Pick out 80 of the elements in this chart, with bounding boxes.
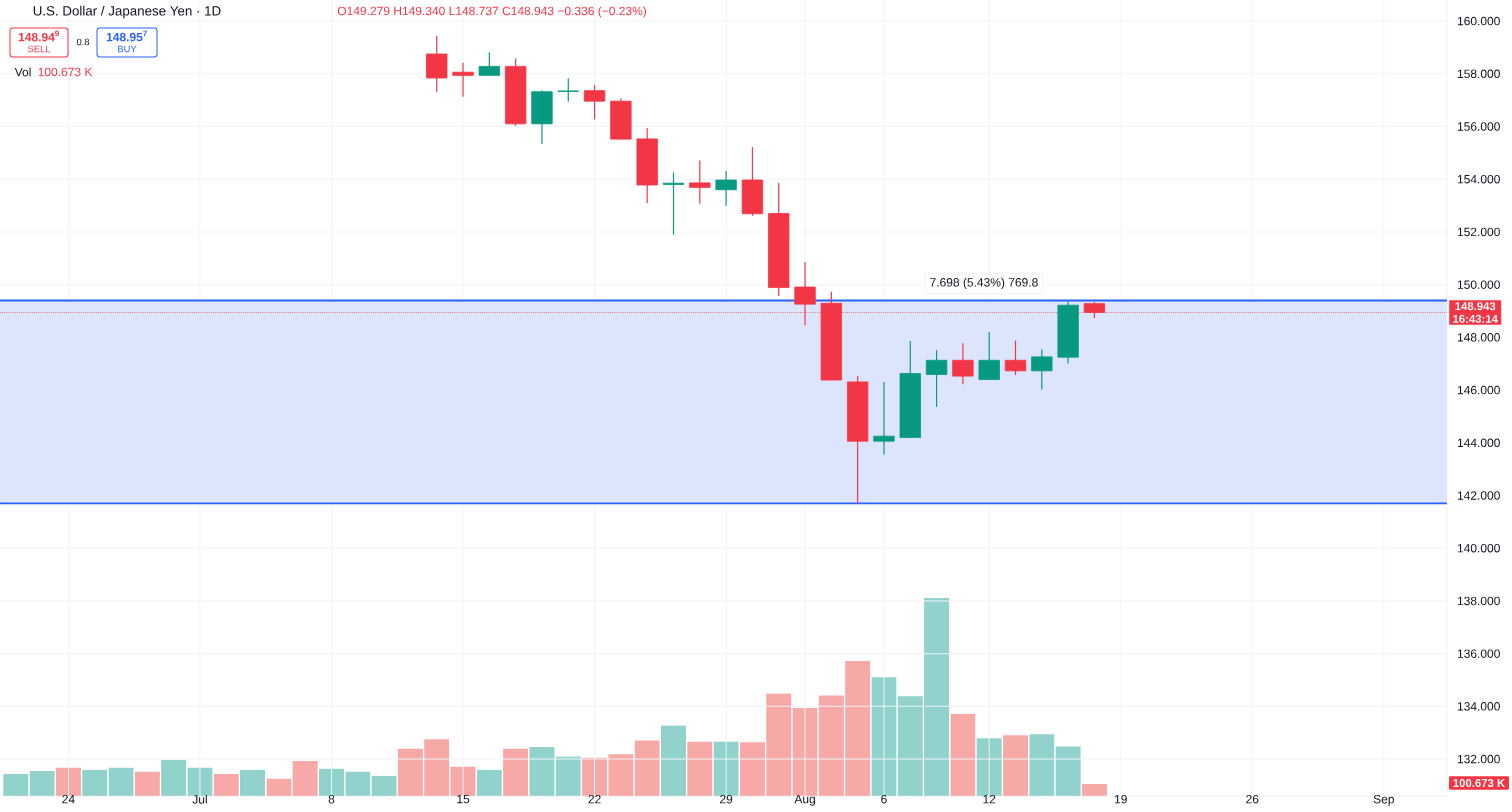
bar bbox=[3, 774, 29, 796]
x-tick-label: 22 bbox=[588, 794, 601, 804]
bar bbox=[476, 769, 502, 796]
bar bbox=[687, 741, 713, 796]
x-tick-label: 8 bbox=[328, 794, 335, 804]
y-tick-label: 144.000 bbox=[1457, 438, 1500, 448]
bar bbox=[319, 768, 344, 796]
candlestick bbox=[978, 331, 1000, 381]
bar bbox=[161, 759, 187, 796]
bar bbox=[292, 760, 318, 796]
annotation: 148.95$^{7}$ bbox=[106, 30, 147, 42]
bar bbox=[634, 740, 660, 796]
bar bbox=[1029, 734, 1055, 796]
annotation: BUY bbox=[118, 45, 137, 53]
bar bbox=[108, 767, 134, 796]
candlestick bbox=[689, 159, 711, 205]
bar bbox=[55, 767, 81, 796]
bar bbox=[976, 738, 1002, 796]
bar bbox=[503, 748, 529, 796]
bar bbox=[661, 725, 686, 796]
bar bbox=[345, 771, 371, 796]
annotation: O149.279 H149.340 L148.737 C148.943 −0.336 (−0.23%) bbox=[337, 6, 647, 18]
y-tick-label: 148.000 bbox=[1457, 333, 1500, 342]
candlestick bbox=[557, 77, 579, 103]
bar bbox=[1003, 735, 1029, 796]
x-tick-label: 24 bbox=[62, 794, 75, 804]
y-tick-label: 140.000 bbox=[1457, 543, 1500, 553]
x-tick-label: 15 bbox=[457, 794, 470, 804]
y-tick-label: 136.000 bbox=[1457, 649, 1500, 658]
candlestick bbox=[662, 171, 685, 236]
candlestick bbox=[452, 62, 474, 98]
y-tick-label: 146.000 bbox=[1457, 385, 1500, 395]
candlestick bbox=[583, 84, 606, 120]
x-tick-label: 12 bbox=[983, 794, 996, 804]
bar bbox=[213, 774, 239, 796]
chart-title: Vol bbox=[14, 67, 31, 77]
annotation: 100.673 K bbox=[38, 67, 93, 77]
x-tick-label: 19 bbox=[1114, 794, 1127, 804]
candlestick bbox=[478, 51, 501, 76]
x-tick-label: 29 bbox=[720, 794, 733, 804]
y-tick-label: 138.000 bbox=[1457, 596, 1500, 606]
x-tick-label: 26 bbox=[1246, 794, 1259, 804]
y-tick-label: 142.000 bbox=[1457, 491, 1500, 500]
bar bbox=[82, 769, 108, 796]
x-tick-label: 6 bbox=[881, 794, 887, 804]
bar bbox=[950, 714, 976, 796]
candlestick bbox=[873, 381, 895, 455]
annotation: 148.94$^{9}$ bbox=[18, 30, 59, 42]
x-tick-label: Sep bbox=[1373, 794, 1394, 806]
candlestick bbox=[1004, 339, 1027, 376]
y-tick-label: 160.000 bbox=[1457, 16, 1500, 26]
bar bbox=[424, 739, 450, 796]
y-tick-label: 134.000 bbox=[1457, 702, 1500, 711]
bar bbox=[240, 769, 266, 796]
candlestick bbox=[952, 342, 974, 385]
bar bbox=[1081, 783, 1107, 796]
bar bbox=[529, 746, 555, 796]
candlestick bbox=[1031, 348, 1053, 391]
bar bbox=[1055, 746, 1081, 796]
bar bbox=[134, 771, 160, 796]
bar bbox=[29, 771, 55, 796]
y-tick-label: 154.000 bbox=[1457, 174, 1500, 184]
annotation: 0.8 bbox=[76, 38, 90, 46]
ref-line-label: 148.943 16:43:14 bbox=[1453, 302, 1498, 323]
candlestick bbox=[426, 35, 448, 93]
annotation: SELL bbox=[28, 45, 51, 53]
y-tick-label: 158.000 bbox=[1457, 69, 1500, 79]
text: 100.673 K bbox=[1453, 778, 1506, 787]
x-tick-label: Aug bbox=[794, 794, 815, 806]
bar bbox=[397, 748, 423, 796]
bar bbox=[371, 775, 397, 796]
x-tick-label: Jul bbox=[192, 794, 207, 804]
candlestick bbox=[715, 170, 737, 207]
y-tick-label: 156.000 bbox=[1457, 122, 1500, 131]
chart-title: U.S. Dollar / Japanese Yen · 1D bbox=[33, 5, 221, 19]
y-tick-label: 150.000 bbox=[1457, 280, 1500, 289]
band-label: 7.698 (5.43%) 769.8 bbox=[930, 277, 1038, 289]
candlestick bbox=[925, 349, 948, 408]
y-tick-label: 132.000 bbox=[1457, 754, 1500, 764]
y-tick-label: 152.000 bbox=[1457, 227, 1500, 237]
